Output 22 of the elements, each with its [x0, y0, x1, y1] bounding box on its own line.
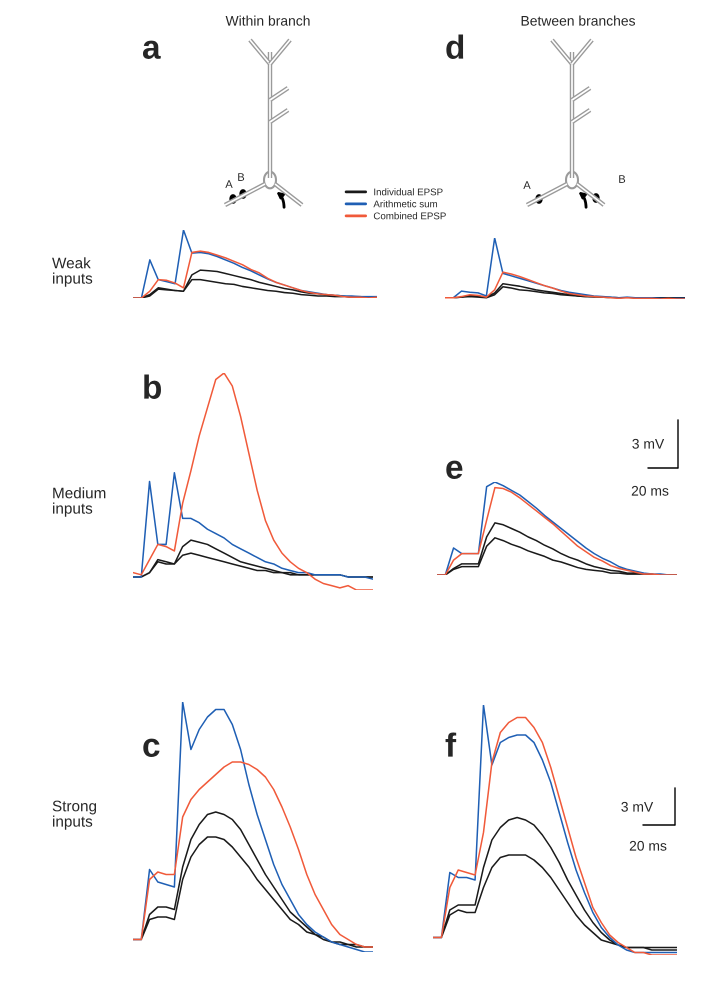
text: c [143, 738, 160, 757]
chart-title: d [446, 34, 464, 59]
text: Within branch [226, 16, 310, 26]
annotation: 20 ms [632, 486, 668, 496]
text: A [523, 181, 531, 189]
text: Between branches [522, 16, 636, 26]
y-axis-title: Strong inputs [52, 800, 96, 830]
annotation: 20 ms [630, 840, 666, 851]
legend-label: Individual EPSP [374, 188, 443, 196]
text: B [619, 175, 626, 183]
y-axis-title: Medium inputs [53, 487, 106, 517]
chart-title: e [446, 460, 462, 479]
y-axis-title: Weak inputs [52, 257, 92, 287]
annotation: 3 mV [621, 802, 654, 812]
legend-label: Arithmetic sum [373, 200, 438, 208]
chart-title: a [142, 40, 161, 59]
text: A [225, 180, 233, 188]
text: B [238, 173, 244, 181]
chart-title: b [144, 374, 161, 399]
text: f [446, 732, 456, 757]
text: 3 mV [632, 438, 664, 449]
legend-label: Combined EPSP [374, 212, 446, 220]
